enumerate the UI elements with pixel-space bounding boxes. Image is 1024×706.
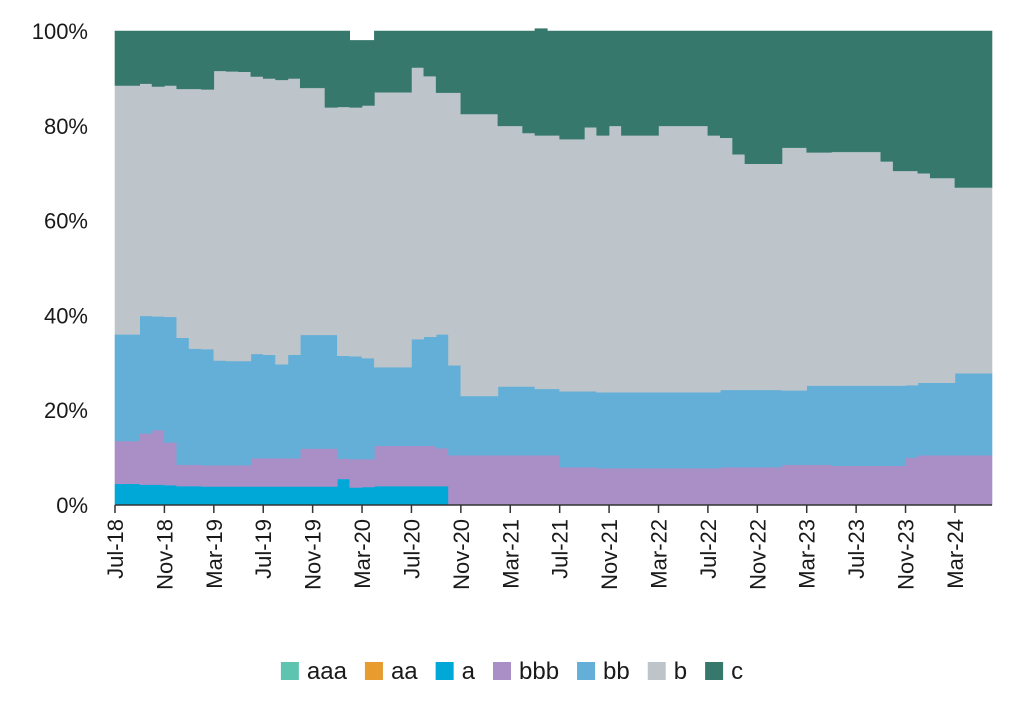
legend-label-bb: bb xyxy=(603,658,630,685)
x-tick-label: Jul-18 xyxy=(103,519,128,579)
x-axis-ticks: Jul-18 Nov-18 Mar-19 Jul-19 Nov-19 Mar-20 Jul-… xyxy=(103,505,968,590)
x-tick-label: Mar-20 xyxy=(350,519,375,589)
x-tick-label: Nov-21 xyxy=(597,519,622,590)
x-tick-label: Mar-22 xyxy=(646,519,671,589)
x-tick-label: Nov-20 xyxy=(449,519,474,590)
x-tick-label: Jul-21 xyxy=(548,519,573,579)
plot-areas xyxy=(114,28,993,506)
legend-label-c: c xyxy=(731,658,743,685)
x-tick-label: Nov-23 xyxy=(894,519,919,590)
legend-swatch-b xyxy=(647,662,666,680)
y-tick-label: 60% xyxy=(44,209,88,234)
legend-label-aaa: aaa xyxy=(307,658,348,685)
y-tick-label: 0% xyxy=(56,493,88,518)
legend-label-bbb: bbb xyxy=(519,658,559,685)
x-tick-label: Mar-23 xyxy=(795,519,820,589)
legend-swatch-a xyxy=(435,662,454,680)
x-tick-label: Jul-20 xyxy=(399,519,424,579)
legend-swatch-bb xyxy=(577,662,596,680)
legend-swatch-bbb xyxy=(493,662,511,680)
x-tick-label: Nov-19 xyxy=(301,519,326,590)
x-tick-label: Mar-21 xyxy=(498,519,523,589)
legend-label-aa: aa xyxy=(391,658,418,685)
legend-swatch-aa xyxy=(364,662,383,680)
legend-label-b: b xyxy=(674,658,687,685)
x-tick-label: Jul-23 xyxy=(844,519,869,579)
x-tick-label: Jul-19 xyxy=(251,519,276,579)
x-tick-label: Mar-19 xyxy=(202,519,227,589)
y-axis-ticks: 0% 20% 40% 60% 80% 100% xyxy=(32,19,88,518)
x-tick-label: Nov-18 xyxy=(152,519,177,590)
x-tick-label: Jul-22 xyxy=(696,519,721,579)
y-tick-label: 40% xyxy=(44,303,88,328)
legend-swatch-c xyxy=(705,662,724,680)
legend: aaa aa a bbb bb b c xyxy=(280,658,743,685)
y-tick-label: 100% xyxy=(32,19,88,44)
y-tick-label: 20% xyxy=(44,398,88,423)
x-tick-label: Mar-24 xyxy=(943,519,968,589)
area-series-c xyxy=(114,28,993,188)
legend-label-a: a xyxy=(462,658,476,685)
legend-swatch-aaa xyxy=(280,662,299,680)
y-tick-label: 80% xyxy=(44,114,88,139)
x-tick-label: Nov-22 xyxy=(745,519,770,590)
